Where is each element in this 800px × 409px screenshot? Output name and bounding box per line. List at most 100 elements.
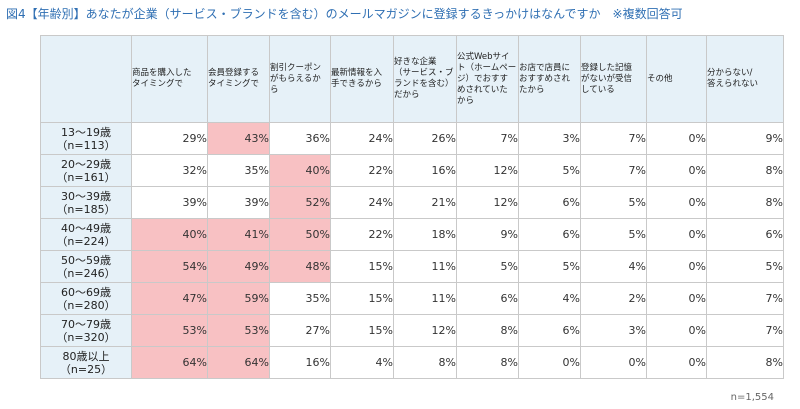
value-cell: 35%: [207, 154, 270, 187]
column-header-line: （サービス・ブ: [394, 68, 454, 78]
value-cell: 5%: [456, 250, 519, 283]
column-header-line: タイミングで: [132, 79, 184, 89]
column-header-line: から: [457, 95, 475, 106]
value-cell: 4%: [518, 282, 581, 315]
value-cell: 0%: [646, 154, 707, 187]
column-header-line: がもらえるか: [270, 73, 321, 84]
value-cell: 2%: [580, 282, 647, 315]
value-cell: 3%: [580, 314, 647, 347]
value-cell-highlighted: 59%: [207, 282, 270, 315]
value-cell: 0%: [646, 186, 707, 219]
column-header-line: 会員登録する: [208, 68, 260, 78]
column-header-line: その他: [647, 73, 673, 84]
row-label: 13～19歳 （n=113）: [40, 122, 132, 155]
header-row: 商品を購入した タイミングで 会員登録する タイミングで 割引クーポン がもらえるから最新…: [40, 35, 784, 123]
value-cell: 21%: [393, 186, 457, 219]
value-cell: 29%: [131, 122, 208, 155]
column-header-line: たから: [519, 84, 545, 95]
table-row: 80歳以上 （n=25） 64% 64% 16% 4% 8% 8% 0% 0% 0% 8%: [40, 346, 784, 379]
value-cell: 22%: [330, 154, 394, 187]
column-header-line: ジ）でおすす: [457, 73, 509, 84]
column-header-line: 答えられない: [707, 79, 759, 89]
row-label-line: （n=320）: [56, 330, 116, 344]
column-header: お店で店員に おすすめされ たから: [518, 35, 581, 123]
value-cell: 3%: [518, 122, 581, 155]
row-label-line: 80歳以上: [62, 349, 110, 363]
row-label: 40～49歳 （n=224）: [40, 218, 132, 251]
value-cell: 0%: [518, 346, 581, 379]
value-cell: 6%: [518, 314, 581, 347]
row-label-line: 50～59歳: [61, 253, 111, 267]
row-label: 60～69歳 （n=280）: [40, 282, 132, 315]
column-header-line: ランドを含む）: [394, 79, 454, 89]
value-cell: 12%: [456, 154, 519, 187]
row-label-line: 13～19歳: [61, 125, 111, 139]
value-cell: 8%: [456, 314, 519, 347]
value-cell-highlighted: 48%: [269, 250, 331, 283]
value-cell: 6%: [706, 218, 784, 251]
value-cell: 39%: [207, 186, 270, 219]
value-cell: 4%: [580, 250, 647, 283]
column-header-line: 最新情報を入: [331, 68, 383, 78]
value-cell: 7%: [706, 314, 784, 347]
value-cell: 0%: [646, 314, 707, 347]
column-header: 好きな企業 （サービス・ブ ランドを含む） だから: [393, 35, 457, 123]
column-header-line: 手できるから: [331, 79, 382, 89]
sample-size-note: n=1,554: [730, 392, 774, 403]
row-label-line: 60～69歳: [61, 285, 111, 299]
value-cell: 0%: [646, 282, 707, 315]
column-header: 会員登録する タイミングで: [207, 35, 270, 123]
value-cell: 24%: [330, 186, 394, 219]
column-header-line: だから: [394, 90, 420, 100]
value-cell: 15%: [330, 282, 394, 315]
value-cell-highlighted: 64%: [131, 346, 208, 379]
value-cell: 6%: [518, 218, 581, 251]
value-cell: 27%: [269, 314, 331, 347]
column-header: 割引クーポン がもらえるから: [269, 35, 331, 123]
value-cell-highlighted: 41%: [207, 218, 270, 251]
value-cell: 9%: [706, 122, 784, 155]
value-cell-highlighted: 52%: [269, 186, 331, 219]
value-cell-highlighted: 47%: [131, 282, 208, 315]
column-header: その他: [646, 35, 707, 123]
value-cell-highlighted: 49%: [207, 250, 270, 283]
table-row: 13～19歳 （n=113） 29% 43% 36% 24% 26% 7% 3% 7% 0% 9%: [40, 122, 784, 155]
row-label-line: 70～79歳: [61, 317, 111, 331]
row-label-line: （n=161）: [56, 170, 116, 184]
column-header-line: 公式Webサイ: [457, 51, 510, 62]
row-label-line: （n=246）: [56, 266, 116, 280]
value-cell: 15%: [330, 250, 394, 283]
value-cell: 18%: [393, 218, 457, 251]
value-cell-highlighted: 64%: [207, 346, 270, 379]
value-cell-highlighted: 53%: [207, 314, 270, 347]
value-cell: 8%: [393, 346, 457, 379]
table-row: 30～39歳 （n=185） 39% 39% 52% 24% 21% 12% 6% 5% 0% 8%: [40, 186, 784, 219]
value-cell-highlighted: 54%: [131, 250, 208, 283]
column-header-line: タイミングで: [208, 79, 260, 89]
value-cell: 8%: [456, 346, 519, 379]
value-cell: 7%: [580, 154, 647, 187]
value-cell: 8%: [706, 186, 784, 219]
column-header-line: 割引クーポン: [270, 62, 322, 73]
table-row: 20～29歳 （n=161） 32% 35% 40% 22% 16% 12% 5% 7% 0% 8%: [40, 154, 784, 187]
value-cell: 7%: [456, 122, 519, 155]
table-row: 60～69歳 （n=280） 47% 59% 35% 15% 11% 6% 4% 2% 0% 7%: [40, 282, 784, 315]
row-label-line: 30～39歳: [61, 189, 111, 203]
table-body: 13～19歳 （n=113） 29% 43% 36% 24% 26% 7% 3% 7% 0% 9% 20…: [40, 122, 784, 379]
value-cell: 16%: [393, 154, 457, 187]
column-header-line: がないが受信: [581, 73, 633, 84]
value-cell: 4%: [330, 346, 394, 379]
corner-cell: [40, 35, 132, 123]
row-label-line: （n=25）: [59, 362, 113, 376]
value-cell: 0%: [580, 346, 647, 379]
column-header-line: ト（ホームペー: [457, 62, 517, 73]
value-cell: 5%: [580, 218, 647, 251]
value-cell: 12%: [393, 314, 457, 347]
column-header: 商品を購入した タイミングで: [131, 35, 208, 123]
column-header-line: 分からない/: [707, 68, 753, 78]
value-cell: 5%: [518, 250, 581, 283]
row-label-line: 20～29歳: [61, 157, 111, 171]
column-header-line: 商品を購入した: [132, 68, 192, 78]
column-header: 最新情報を入 手できるから: [330, 35, 394, 123]
value-cell: 11%: [393, 282, 457, 315]
